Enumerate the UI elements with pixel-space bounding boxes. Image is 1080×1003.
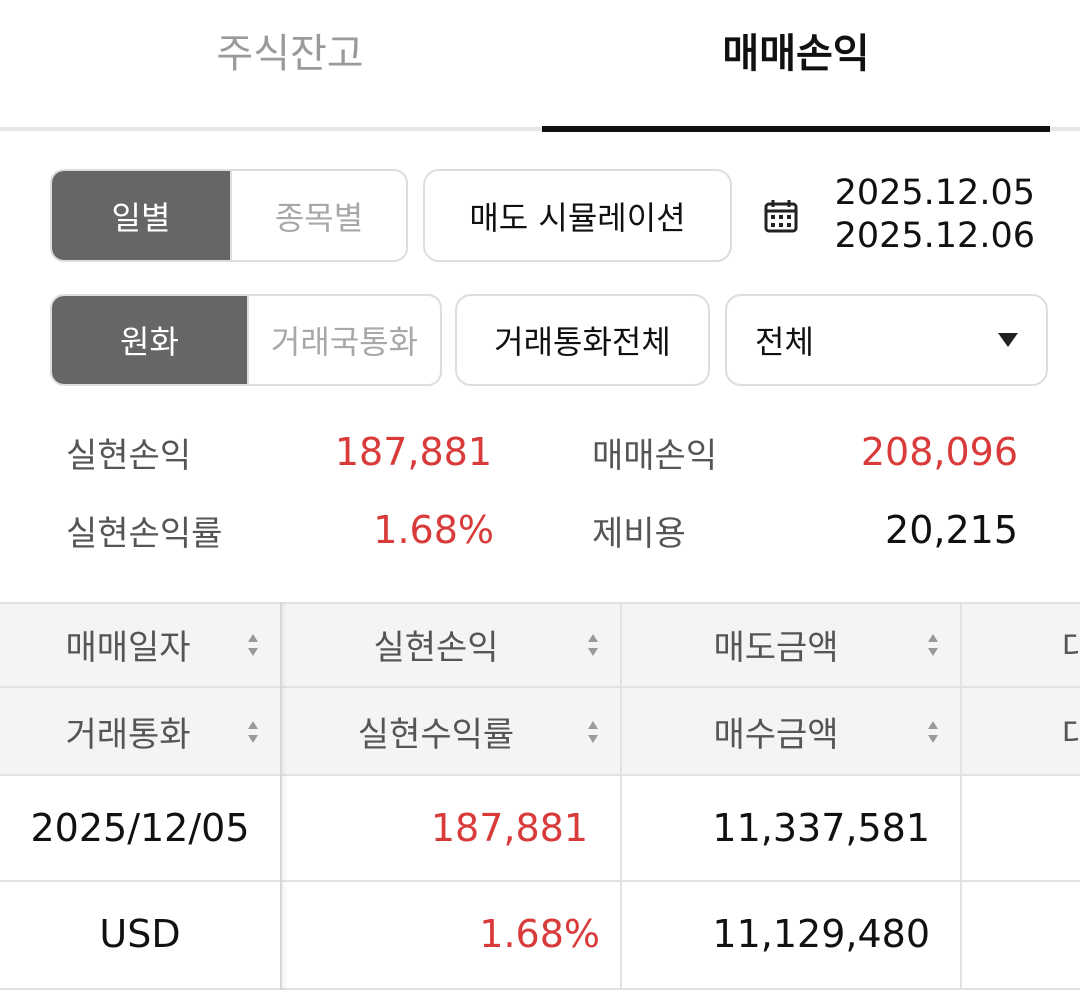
fees-label: 제비용 [592,514,686,554]
header-sell-amount[interactable]: 매도금액 [622,602,960,686]
currency-local-option[interactable]: 거래국통화 [247,296,440,384]
currency-filter-button[interactable]: 거래통화전체 [455,294,710,386]
date-end: 2025.12.06 [834,216,1035,256]
pl-table: 매매일자 실현손익 매도금액 대 거래통화 실현수익률 매수금액 대 2025/… [0,602,1080,990]
header-partial-column[interactable]: 대 [1062,627,1080,668]
date-range[interactable]: 2025.12.05 2025.12.06 [830,172,1035,258]
trading-pl-value: 208,096 [860,430,1018,474]
sort-icon[interactable] [926,721,940,743]
fees-value: 20,215 [885,508,1018,552]
sort-icon[interactable] [246,721,260,743]
header-partial-column-2[interactable]: 대 [1062,714,1080,755]
sort-icon[interactable] [246,634,260,656]
tab-bar: 주식잔고 매매손익 [0,0,1080,134]
tab-trading-pl[interactable]: 매매손익 [722,31,870,77]
tab-stock-balance[interactable]: 주식잔고 [216,31,364,77]
realized-pl-label: 실현손익 [66,436,192,476]
view-by-stock-option[interactable]: 종목별 [230,171,406,260]
market-select[interactable]: 전체 [725,294,1048,386]
header-realized-pl[interactable]: 실현손익 [282,602,620,686]
cell-trade-date[interactable]: 2025/12/05 [30,806,250,850]
realized-pl-value: 187,881 [334,430,492,474]
cell-sell-amount[interactable]: 11,337,581 [712,806,930,850]
header-realized-rate[interactable]: 실현수익률 [282,688,620,774]
active-tab-indicator [542,126,1050,132]
cell-realized-pl[interactable]: 187,881 [430,806,588,850]
view-toggle: 일별 종목별 [50,169,408,262]
sell-simulation-button[interactable]: 매도 시뮬레이션 [423,169,732,262]
cell-trade-currency[interactable]: USD [99,912,181,956]
calendar-icon[interactable] [763,198,799,234]
currency-krw-option[interactable]: 원화 [52,296,247,384]
caret-down-icon [998,333,1018,347]
header-trade-date[interactable]: 매매일자 [0,602,280,686]
market-select-value: 전체 [755,323,814,361]
sort-icon[interactable] [586,721,600,743]
header-buy-amount[interactable]: 매수금액 [622,688,960,774]
header-trade-currency[interactable]: 거래통화 [0,688,280,774]
tab-divider [0,127,1080,131]
view-daily-option[interactable]: 일별 [52,171,230,260]
currency-toggle: 원화 거래국통화 [50,294,442,386]
date-start: 2025.12.05 [834,173,1035,213]
sort-icon[interactable] [926,634,940,656]
table-header [0,602,1080,774]
trading-pl-label: 매매손익 [592,436,718,476]
realized-pl-rate-value: 1.68% [373,508,494,552]
realized-pl-rate-label: 실현손익률 [66,514,223,554]
sort-icon[interactable] [586,634,600,656]
cell-buy-amount[interactable]: 11,129,480 [712,912,930,956]
cell-realized-rate[interactable]: 1.68% [479,912,600,956]
